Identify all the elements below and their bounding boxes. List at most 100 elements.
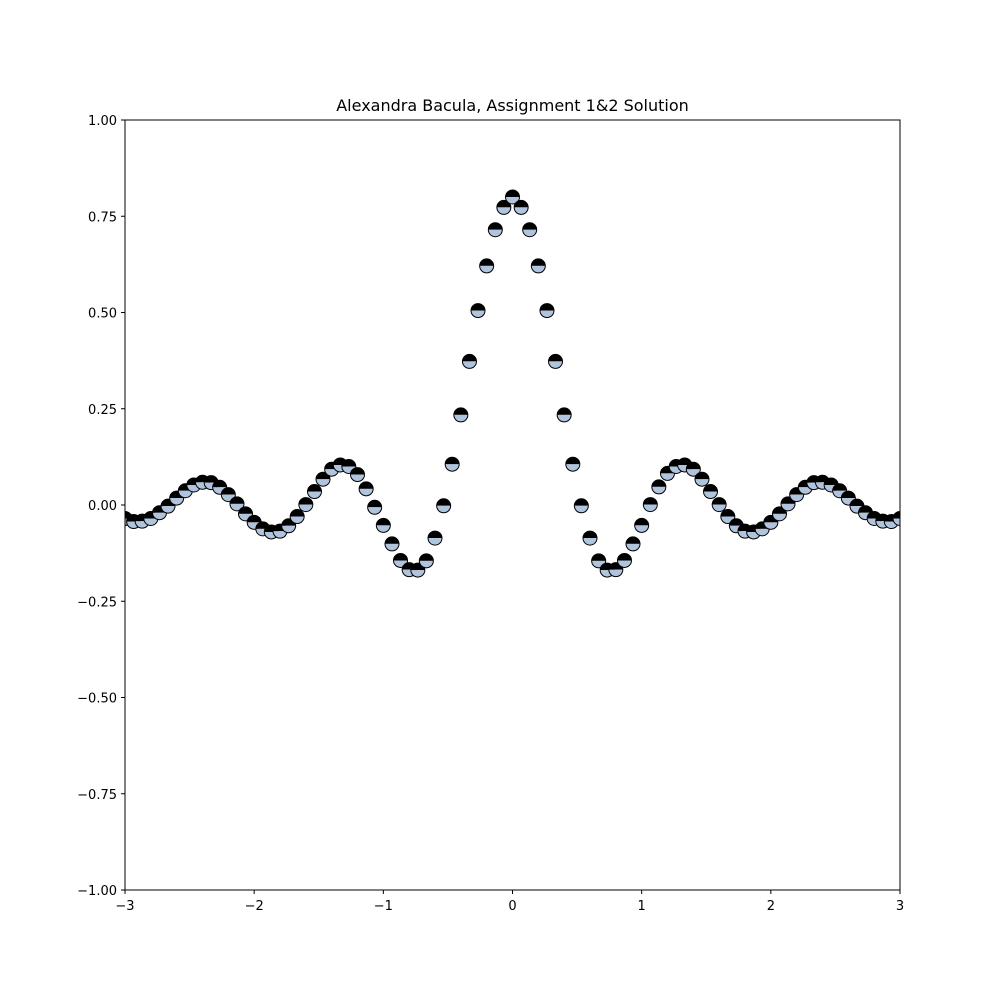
data-point-top-half xyxy=(686,462,701,470)
data-point-top-half xyxy=(229,496,244,504)
data-point-top-half xyxy=(204,475,219,483)
data-point-edge xyxy=(289,509,305,525)
data-point-bottom-half xyxy=(359,488,374,496)
data-point-top-half xyxy=(247,515,262,523)
data-point-top-half xyxy=(858,505,873,513)
data-point-top-half xyxy=(471,303,486,311)
data-point-top-half xyxy=(583,531,597,539)
data-point-edge xyxy=(281,518,297,534)
data-point-bottom-half xyxy=(453,414,468,422)
data-point-top-half xyxy=(505,190,520,197)
data-point-edge xyxy=(530,258,546,274)
data-point-edge xyxy=(556,407,572,423)
data-point xyxy=(350,467,365,483)
y-tick-label: 0.25 xyxy=(88,403,117,418)
data-point-top-half xyxy=(712,497,727,505)
data-point-bottom-half xyxy=(273,531,287,539)
data-point-edge xyxy=(410,562,426,578)
data-point-edge xyxy=(694,471,710,487)
y-tick-label: 0.50 xyxy=(88,307,117,322)
data-point-top-half xyxy=(557,407,572,415)
data-point-top-half xyxy=(643,497,658,505)
y-tick-label: −0.50 xyxy=(77,692,117,707)
data-point xyxy=(384,536,400,552)
data-point-top-half xyxy=(651,479,666,487)
data-point-top-half xyxy=(893,511,900,519)
data-point-edge xyxy=(720,509,736,525)
data-point-bottom-half xyxy=(152,512,167,520)
data-point-bottom-half xyxy=(626,543,641,551)
data-point-edge xyxy=(341,459,357,474)
data-point-top-half xyxy=(393,553,408,561)
data-point-edge xyxy=(651,479,667,495)
data-point-bottom-half xyxy=(755,528,770,536)
data-point-top-half xyxy=(591,553,606,561)
data-point-bottom-half xyxy=(384,543,399,551)
data-point xyxy=(418,553,434,569)
data-point-bottom-half xyxy=(324,469,339,477)
data-point xyxy=(306,484,322,500)
data-point xyxy=(358,481,374,497)
data-point xyxy=(513,199,529,215)
data-point-top-half xyxy=(350,467,365,475)
data-point-bottom-half xyxy=(307,491,322,499)
data-point-edge xyxy=(487,222,503,238)
data-point-bottom-half xyxy=(712,504,727,512)
data-point xyxy=(298,497,314,513)
data-point-bottom-half xyxy=(281,525,296,533)
data-point-bottom-half xyxy=(557,414,572,422)
data-point-edge xyxy=(608,562,624,578)
data-point xyxy=(289,509,305,525)
data-point-edge xyxy=(685,461,701,477)
data-point-bottom-half xyxy=(608,569,623,577)
data-point-bottom-half xyxy=(522,229,537,237)
data-point xyxy=(573,498,589,514)
data-point-bottom-half xyxy=(531,265,546,273)
data-point-edge xyxy=(703,484,719,500)
data-point-edge xyxy=(393,552,409,568)
data-point xyxy=(616,552,632,568)
data-point xyxy=(367,499,383,515)
x-tick-label: −3 xyxy=(115,899,134,914)
data-point-bottom-half xyxy=(798,487,813,495)
data-point-edge xyxy=(513,199,529,215)
data-point-top-half xyxy=(539,303,554,311)
data-point-top-half xyxy=(531,258,546,266)
data-point xyxy=(444,456,460,472)
data-point-edge xyxy=(298,497,314,513)
data-point-bottom-half xyxy=(488,229,503,237)
data-point-bottom-half xyxy=(565,464,580,472)
data-point-edge xyxy=(582,530,598,546)
data-point-top-half xyxy=(832,483,847,491)
data-point xyxy=(530,258,546,274)
data-point-bottom-half xyxy=(694,479,709,487)
data-point xyxy=(487,222,503,238)
data-point-bottom-half xyxy=(462,361,477,369)
data-point-top-half xyxy=(617,553,632,561)
data-point xyxy=(556,407,572,423)
data-point-top-half xyxy=(677,457,692,465)
data-point-top-half xyxy=(522,222,537,230)
data-point xyxy=(565,456,581,472)
data-point xyxy=(685,461,701,477)
data-point-top-half xyxy=(841,491,856,499)
data-point-top-half xyxy=(359,481,374,489)
data-point-edge xyxy=(892,510,900,526)
data-point-top-half xyxy=(849,499,864,507)
data-point-edge xyxy=(453,407,469,423)
data-point-bottom-half xyxy=(471,310,486,318)
y-tick-label: 1.00 xyxy=(88,114,117,129)
data-point-edge xyxy=(220,487,236,503)
data-point-top-half xyxy=(729,518,744,526)
data-point-bottom-half xyxy=(634,525,649,533)
data-point-bottom-half xyxy=(772,513,787,521)
y-axis: −1.00 −0.75 −0.50 −0.25 0.00 0.25 0.50 0.75 1.00 xyxy=(77,114,125,899)
data-point xyxy=(694,471,710,487)
data-point-edge xyxy=(238,506,254,522)
data-point-top-half xyxy=(824,477,839,485)
data-point-bottom-half xyxy=(169,498,184,506)
x-tick-label: 1 xyxy=(638,899,646,914)
data-point-bottom-half xyxy=(539,310,554,318)
data-point-edge xyxy=(616,552,632,568)
data-point-bottom-half xyxy=(350,474,365,482)
